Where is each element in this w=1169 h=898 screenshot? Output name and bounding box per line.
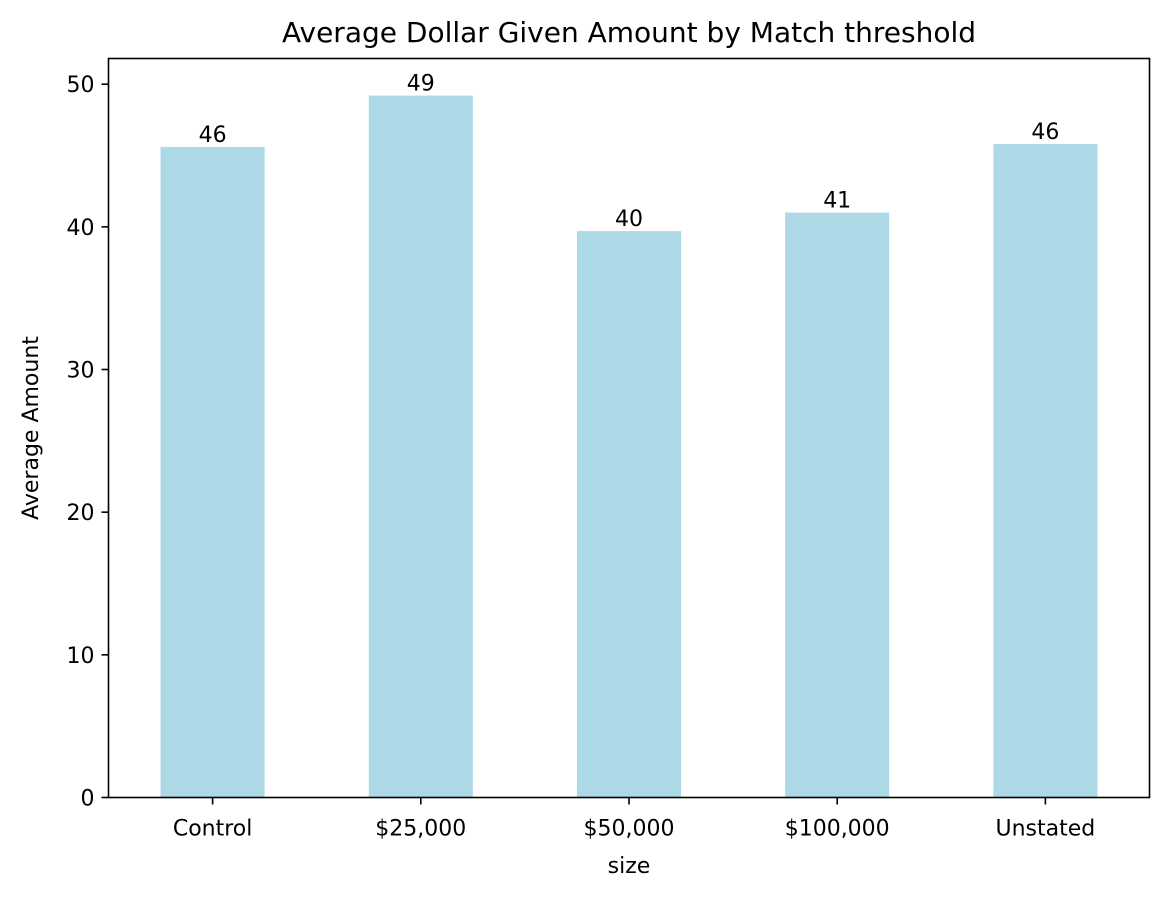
data-label-3: 41	[823, 189, 851, 214]
y-axis: 0 10 20 30 40 50	[67, 73, 109, 812]
bar-1	[368, 95, 473, 798]
x-tick-label-2: $50,000	[584, 817, 675, 842]
y-tick-label-1: 10	[67, 644, 95, 669]
y-tick-label-2: 20	[67, 501, 95, 526]
bar-4	[993, 144, 1098, 798]
y-axis-label: Average Amount	[19, 336, 44, 520]
x-tick-label-1: $25,000	[375, 817, 466, 842]
data-label-4: 46	[1031, 120, 1059, 145]
chart-title: Average Dollar Given Amount by Match thr…	[282, 16, 976, 49]
data-label-1: 49	[407, 72, 435, 97]
x-axis: Control $25,000 $50,000 $100,000 Unstated	[173, 797, 1096, 842]
data-label-2: 40	[615, 207, 643, 232]
y-tick-label-0: 0	[81, 787, 95, 812]
bars	[160, 95, 1098, 798]
y-tick-label-4: 40	[67, 216, 95, 241]
y-tick-label-3: 30	[67, 359, 95, 384]
x-tick-label-0: Control	[173, 817, 253, 842]
bar-2	[576, 231, 682, 798]
x-tick-label-4: Unstated	[996, 817, 1096, 842]
bar-3	[785, 212, 890, 798]
data-labels: 46 49 40 41 46	[199, 72, 1060, 233]
y-tick-label-5: 50	[67, 73, 95, 98]
data-label-0: 46	[199, 123, 227, 148]
bar-0	[160, 146, 265, 798]
x-axis-label: size	[608, 854, 651, 879]
x-tick-label-3: $100,000	[785, 817, 890, 842]
